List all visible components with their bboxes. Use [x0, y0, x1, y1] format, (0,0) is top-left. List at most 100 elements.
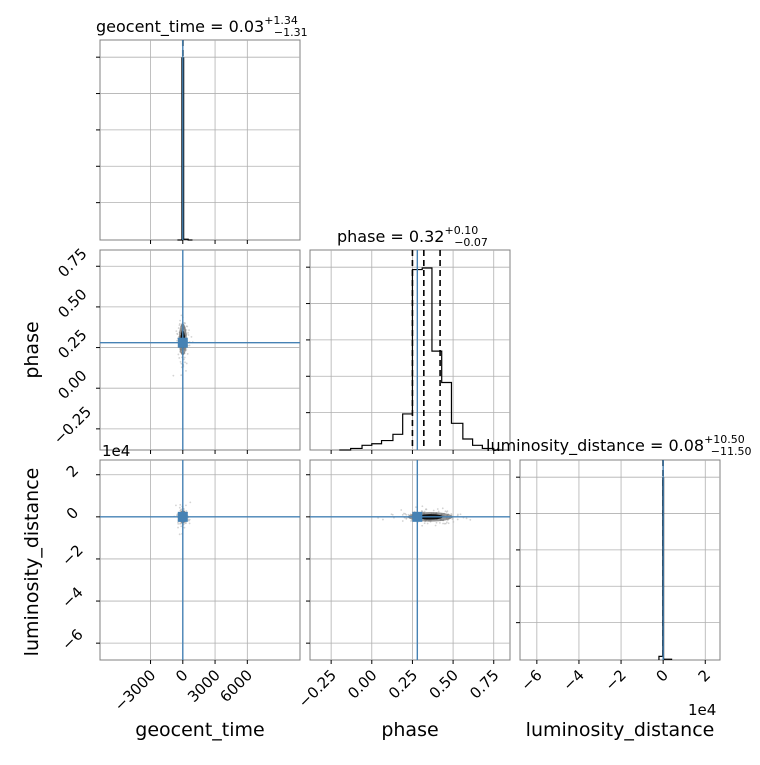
sample-point — [188, 344, 191, 347]
tick-label-phase: 0.50 — [54, 285, 90, 321]
sample-point — [436, 508, 439, 510]
truth-marker — [177, 511, 188, 522]
sample-point — [423, 510, 426, 513]
sample-point — [185, 510, 188, 512]
sample-point — [178, 357, 181, 359]
sample-point — [444, 510, 447, 513]
sample-point — [186, 353, 189, 355]
offset-text-y-distance: 1e4 — [102, 442, 130, 460]
sample-point — [437, 510, 440, 513]
sample-point — [421, 505, 424, 508]
sample-point — [184, 361, 186, 364]
sample-point — [400, 509, 403, 511]
xlabel-luminosity-distance: luminosity_distance — [526, 719, 715, 741]
sample-point — [176, 339, 179, 342]
truth-marker — [412, 511, 423, 522]
sample-point — [180, 314, 183, 317]
tick-label-phase: 0.00 — [344, 666, 380, 702]
title-luminosity-distance: luminosity_distance = 0.08+10.50 −11.50 — [486, 433, 752, 458]
sample-point — [172, 374, 175, 377]
tick-label-geocent-time: 3000 — [184, 666, 224, 706]
sample-point — [179, 360, 182, 363]
sample-point — [469, 518, 472, 521]
tick-label-luminosity-distance: 2 — [63, 461, 82, 480]
sample-point — [185, 362, 188, 365]
sample-point — [452, 521, 455, 523]
sample-point — [178, 322, 181, 325]
sample-point — [185, 504, 187, 507]
sample-point — [432, 509, 435, 512]
ylabel-luminosity-distance: luminosity_distance — [21, 468, 43, 657]
tick-label-phase: −0.25 — [50, 403, 95, 448]
sample-point — [435, 521, 438, 524]
sample-point — [186, 325, 189, 328]
panel-hist-phase — [309, 249, 511, 451]
tick-label-luminosity-distance: −6 — [58, 625, 86, 653]
sample-point — [180, 374, 183, 377]
tick-label-luminosity-distance: −6 — [517, 666, 545, 694]
sample-point — [175, 504, 177, 507]
sample-point — [438, 521, 441, 524]
sample-point — [190, 335, 193, 338]
sample-point — [434, 524, 437, 527]
sample-point — [185, 522, 187, 525]
sample-point — [183, 356, 186, 359]
truth-marker — [177, 337, 188, 348]
sample-point — [183, 526, 186, 529]
sample-point — [457, 513, 459, 516]
sample-point — [188, 522, 191, 525]
sample-point — [187, 519, 190, 522]
tick-label-phase: 0.75 — [54, 245, 90, 281]
sample-point — [407, 513, 410, 516]
tick-label-phase: 0.75 — [466, 666, 502, 702]
sample-point — [447, 522, 450, 525]
sample-point — [176, 332, 179, 335]
sample-point — [426, 522, 429, 525]
sample-point — [405, 513, 408, 516]
sample-point — [179, 509, 182, 512]
offset-text-x-distance: 1e4 — [688, 701, 716, 719]
sample-point — [424, 508, 427, 511]
panel-hist-distance — [519, 459, 721, 661]
sample-point — [180, 525, 183, 528]
tick-label-luminosity-distance: 0 — [63, 504, 82, 523]
sample-point — [401, 520, 404, 522]
tick-label-luminosity-distance: 2 — [695, 666, 714, 685]
tick-label-phase: 0.00 — [54, 367, 90, 403]
sample-point — [442, 522, 444, 525]
sample-point — [421, 524, 424, 527]
panel-geocent-phase — [99, 249, 301, 451]
sample-point — [177, 526, 179, 529]
sample-point — [189, 501, 192, 504]
title-geocent-time: geocent_time = 0.03+1.34 −1.31 — [96, 14, 308, 39]
sample-point — [450, 513, 453, 515]
sample-point — [180, 362, 183, 365]
tick-label-luminosity-distance: −2 — [58, 541, 86, 569]
sample-point — [391, 513, 394, 516]
sample-point — [177, 522, 180, 525]
xlabel-phase: phase — [381, 719, 438, 741]
xlabel-geocent-time: geocent_time — [135, 719, 264, 741]
sample-point — [441, 507, 444, 510]
sample-point — [177, 327, 180, 329]
sample-point — [187, 334, 190, 336]
title-phase: phase = 0.32+0.10 −0.07 — [337, 224, 488, 249]
histogram-phase — [339, 267, 502, 451]
sample-point — [465, 517, 468, 520]
panel-hist-geocent-time — [99, 39, 301, 241]
tick-label-phase: 0.50 — [426, 666, 462, 702]
sample-point — [177, 353, 180, 356]
tick-label-phase: 0.25 — [54, 326, 90, 362]
sample-point — [179, 503, 182, 506]
sample-point — [187, 331, 189, 334]
histogram-geocent-time — [177, 57, 193, 241]
sample-point — [443, 522, 446, 525]
sample-point — [382, 518, 384, 521]
sample-point — [403, 512, 405, 515]
sample-point — [423, 522, 426, 525]
sample-point — [178, 533, 181, 536]
sample-point — [178, 506, 181, 509]
sample-point — [459, 513, 462, 516]
sample-point — [446, 510, 449, 513]
